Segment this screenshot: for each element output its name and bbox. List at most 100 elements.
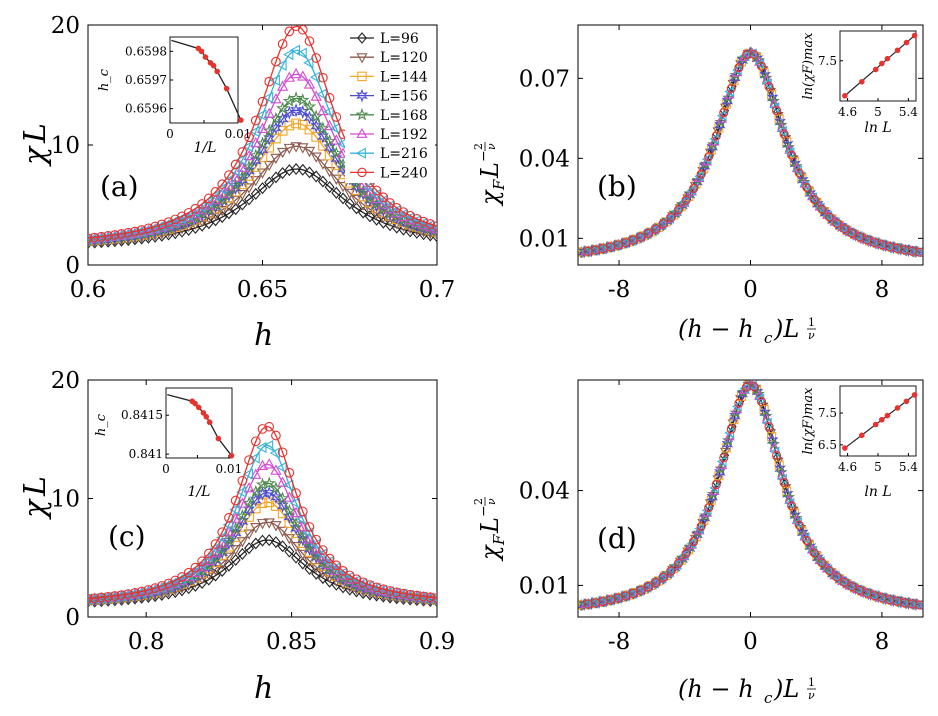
panel-a-inset-point — [238, 117, 244, 123]
panel-a-point-L=240 — [197, 199, 207, 209]
panel-a-point-L=240 — [123, 227, 134, 238]
legend-label: L=192 — [380, 127, 428, 143]
xlabel-b-frac-den: ν — [808, 329, 815, 342]
panel-a-point-L=120 — [250, 176, 262, 187]
legend-label: L=240 — [380, 165, 428, 181]
panel-c-point-L=240 — [284, 467, 295, 478]
panel-d-point-L=240 — [794, 520, 804, 530]
panel-b-point-L=240 — [772, 106, 782, 116]
panel-b-point-L=240 — [915, 247, 923, 257]
legend: L=96 L=120 L=144 L=156 L=168 L=192 L=216 L=240 — [345, 28, 435, 183]
panel-d-inset-ytick-label: 7.5 — [818, 406, 837, 420]
panel-c-point-L=240 — [163, 578, 174, 589]
panel-c-point-L=216 — [236, 486, 247, 498]
panel-c-inset-xtick-label: 0 — [162, 462, 170, 476]
panel-d-point-L=216 — [664, 566, 674, 578]
panel-d-point-L=120 — [772, 457, 784, 468]
panel-a-point-L=240 — [391, 203, 402, 213]
panel-c-inset-ytick-label: 0.8415 — [121, 408, 163, 422]
panel-c-point-L=240 — [123, 589, 134, 599]
panel-d-inset-xtick-label: 4.6 — [838, 460, 857, 474]
panel-b-point-L=168 — [714, 115, 728, 128]
panel-d-point-L=216 — [618, 590, 629, 602]
ylabel-b-sup: − — [476, 150, 492, 162]
panel-a-point-L=120 — [303, 146, 316, 158]
panel-c-point-L=240 — [230, 495, 241, 506]
panel-c-point-L=216 — [262, 439, 274, 452]
panel-b-xtick-label: 0 — [743, 277, 758, 303]
panel-c-point-L=96 — [277, 540, 288, 553]
legend-marker-L=216 — [355, 147, 366, 159]
panel-d-point-L=216 — [837, 576, 848, 587]
panel-a-point-L=192 — [256, 122, 269, 133]
panel-a-point-L=192 — [290, 67, 302, 79]
panel-c-point-L=240 — [257, 424, 268, 434]
panel-c-point-L=216 — [256, 441, 267, 454]
panel-a-point-L=192 — [297, 70, 309, 81]
panel-a-inset-frame — [169, 36, 239, 124]
legend-marker-L=156 — [356, 88, 368, 103]
panel-c-point-L=240 — [277, 447, 288, 458]
panel-b-point-L=216 — [588, 244, 599, 256]
panel-d-inset-point — [859, 432, 865, 439]
panel-a-point-L=144 — [291, 118, 301, 129]
panel-b-point-L=216 — [596, 243, 606, 255]
panel-b-inset-point — [894, 47, 901, 54]
legend-marker-L=192 — [356, 127, 368, 138]
panel-a-point-L=216 — [269, 74, 280, 86]
panel-a-inset-point — [198, 48, 205, 55]
panel-d-point-L=240 — [666, 566, 676, 576]
panel-c-point-L=216 — [242, 468, 254, 480]
panel-a-point-L=120 — [290, 142, 302, 153]
panel-a-point-L=156 — [263, 131, 276, 146]
panel-d-point-L=216 — [626, 588, 637, 600]
panel-b-point-L=240 — [689, 184, 699, 194]
panel-c-point-L=216 — [249, 452, 260, 464]
panel-b-point-L=240 — [636, 232, 646, 242]
panel-b-xtick-label: 8 — [875, 277, 890, 303]
panel-d-point-L=240 — [726, 424, 736, 434]
panel-a-point-L=96 — [297, 163, 308, 176]
panel-c-point-L=240 — [405, 589, 416, 600]
panel-c-point-L=192 — [263, 458, 275, 469]
panel-d-point-L=240 — [824, 566, 834, 576]
panel-b-point-L=240 — [726, 84, 736, 94]
xlabel-b-text: (h − h — [678, 315, 754, 343]
panel-b-point-L=240 — [756, 61, 767, 71]
panel-d-point-L=240 — [749, 381, 759, 392]
panel-b-point-L=216 — [792, 165, 802, 177]
panel-b-point-L=168 — [774, 118, 788, 131]
panel-b-ytick-label: 0.01 — [519, 226, 570, 252]
panel-b-point-L=216 — [754, 58, 765, 70]
panel-a-point-L=156 — [249, 153, 262, 168]
panel-b-point-L=240 — [794, 168, 804, 178]
panel-c-point-L=240 — [371, 582, 382, 593]
panel-a-point-L=156 — [323, 140, 336, 155]
panel-c-point-L=192 — [250, 468, 262, 479]
panel-d-point-L=240 — [643, 582, 653, 592]
panel-d-inset-point — [884, 412, 891, 419]
panel-b-point-L=240 — [711, 131, 721, 141]
panel-c-point-L=240 — [264, 421, 275, 432]
panel-a-point-L=216 — [276, 59, 287, 71]
panel-d-point-L=240 — [651, 578, 661, 588]
panel-c-xtick-label: 0.85 — [266, 629, 317, 655]
panel-a-point-L=156 — [289, 103, 303, 118]
panel-c-point-L=240 — [432, 593, 437, 603]
panel-a-point-L=96 — [223, 207, 234, 220]
panel-a-point-L=216 — [330, 122, 341, 135]
panel-b-point-L=216 — [648, 224, 659, 236]
panel-b-point-L=168 — [782, 140, 796, 153]
panel-d-point-L=240 — [734, 398, 744, 408]
panel-a-inset-xtick-label: 0.01 — [225, 127, 252, 141]
panel-b-ytick-label: 0.07 — [519, 66, 570, 92]
panel-a-point-L=120 — [330, 174, 342, 185]
panel-a-point-L=240 — [89, 232, 100, 243]
panel-a-point-L=96 — [324, 181, 335, 194]
panel-d-point-L=216 — [754, 393, 765, 405]
panel-d-point-L=156 — [766, 433, 779, 448]
panel-c-point-L=240 — [156, 581, 167, 591]
panel-c-point-L=96 — [304, 562, 315, 576]
panel-a-point-L=120 — [323, 167, 336, 178]
panel-d-point-L=168 — [722, 433, 735, 446]
